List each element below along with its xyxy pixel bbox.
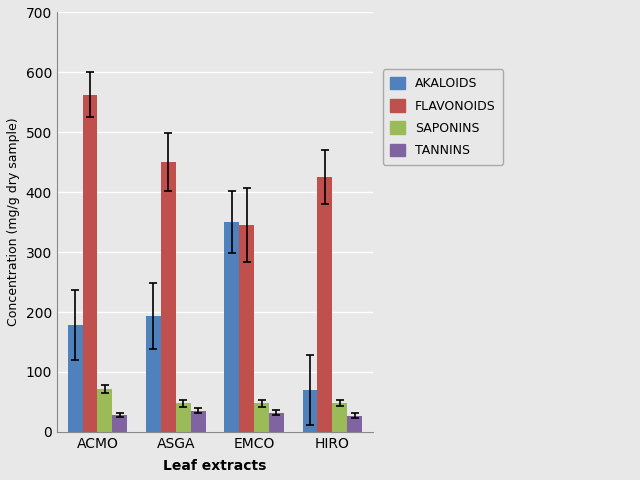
- Bar: [83, 95, 97, 432]
- Bar: [239, 225, 254, 432]
- Bar: [303, 390, 317, 432]
- Y-axis label: Concentration (mg/g dry sample): Concentration (mg/g dry sample): [7, 118, 20, 326]
- Bar: [317, 177, 332, 432]
- Bar: [97, 389, 113, 432]
- Bar: [161, 162, 176, 432]
- Bar: [113, 415, 127, 432]
- Bar: [348, 416, 362, 432]
- Bar: [224, 222, 239, 432]
- Bar: [254, 403, 269, 432]
- Bar: [191, 411, 205, 432]
- Bar: [176, 403, 191, 432]
- Bar: [146, 316, 161, 432]
- Bar: [269, 413, 284, 432]
- X-axis label: Leaf extracts: Leaf extracts: [163, 459, 267, 473]
- Bar: [332, 403, 348, 432]
- Legend: AKALOIDS, FLAVONOIDS, SAPONINS, TANNINS: AKALOIDS, FLAVONOIDS, SAPONINS, TANNINS: [383, 69, 503, 165]
- Bar: [68, 325, 83, 432]
